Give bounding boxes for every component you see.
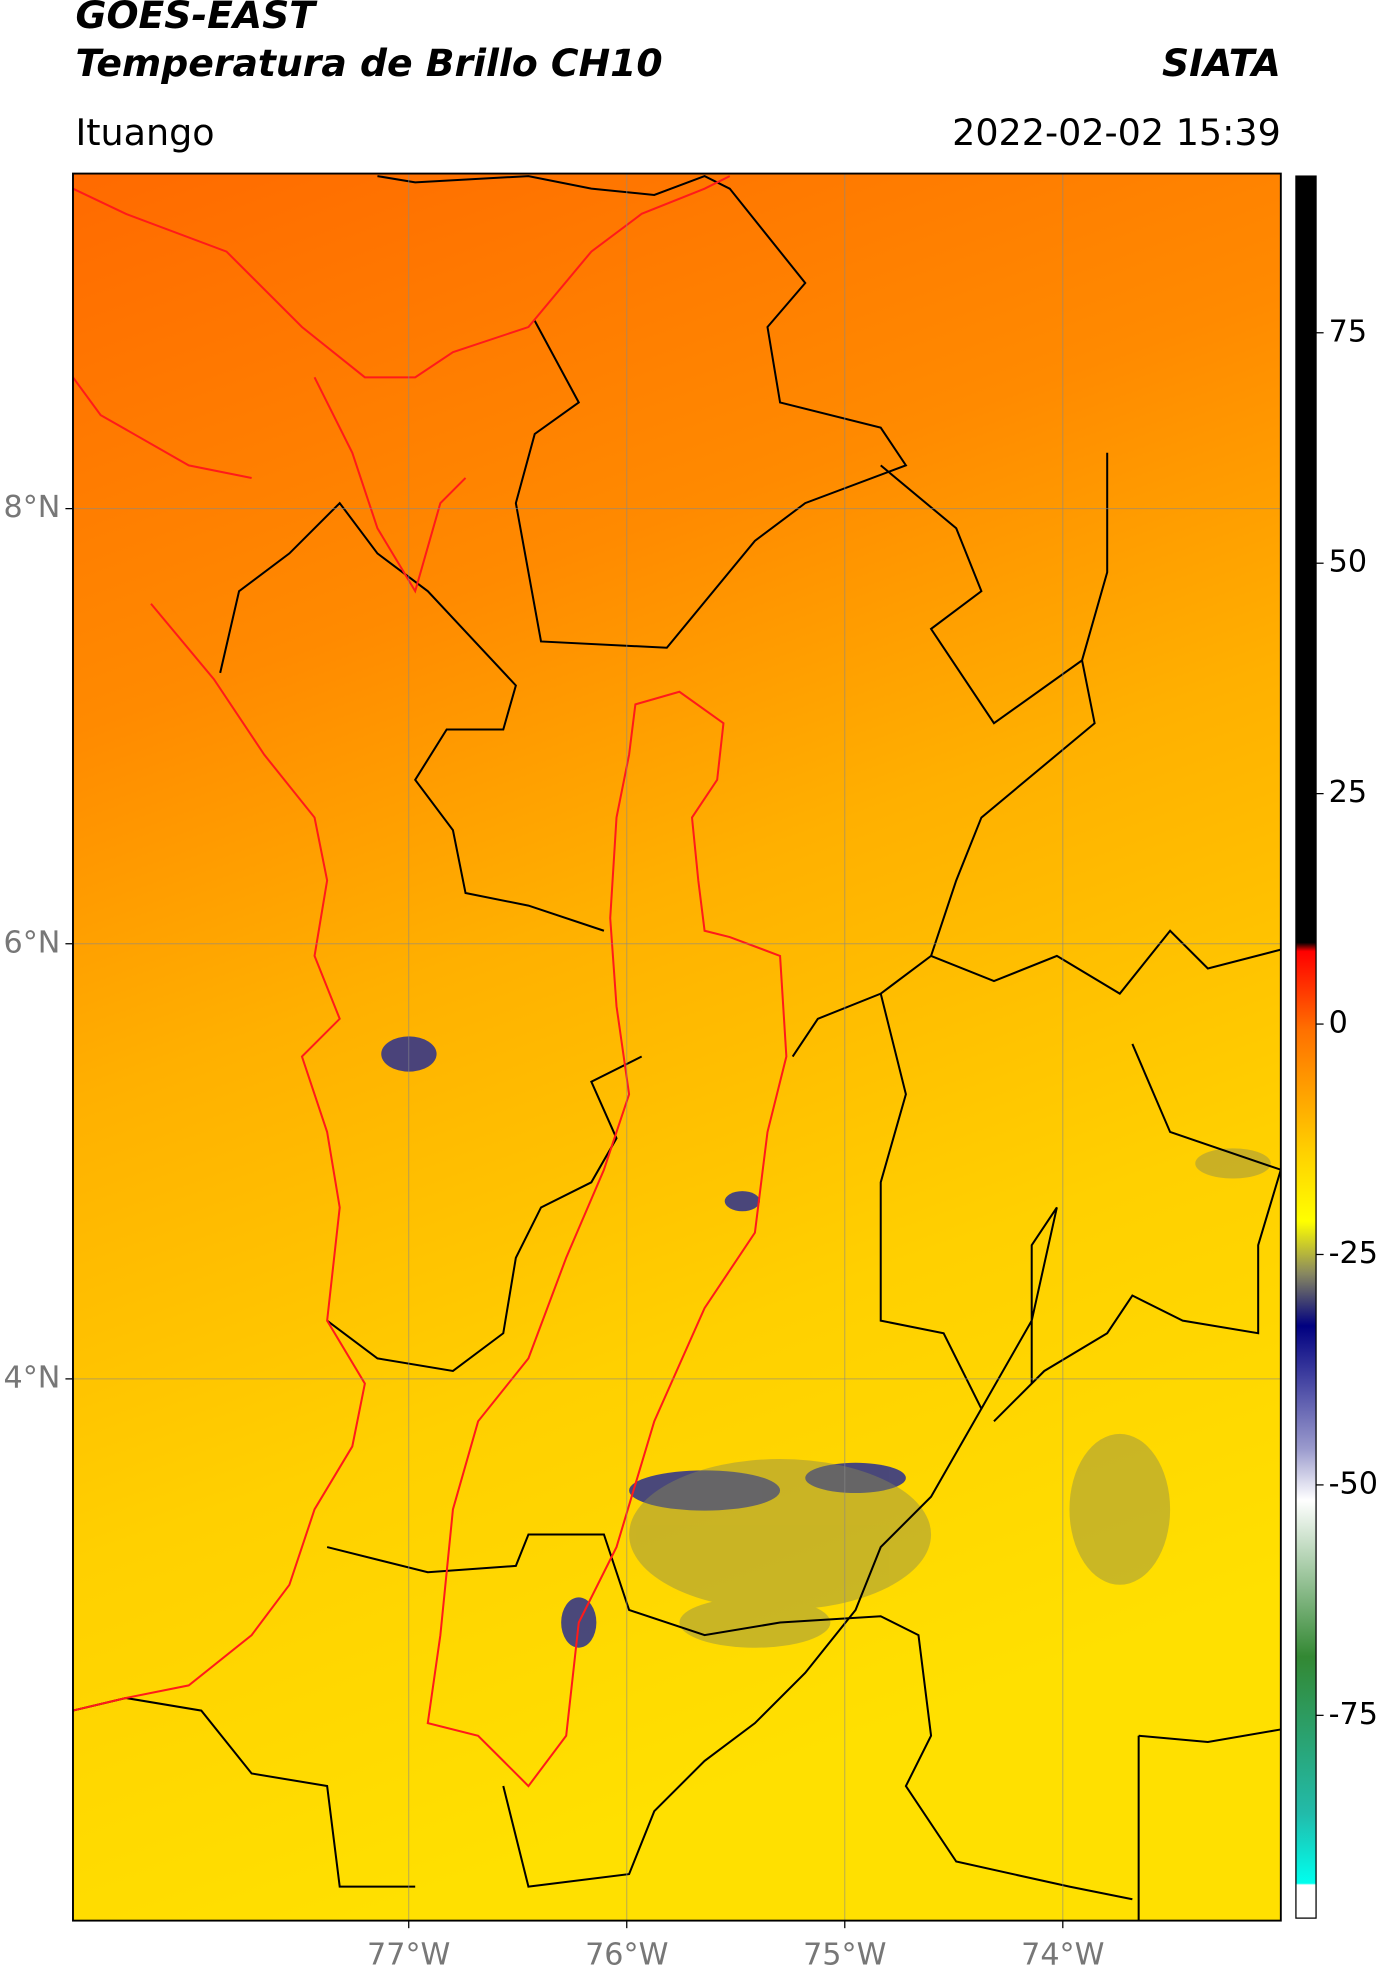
map-layer	[72, 173, 1281, 1921]
location: Ituango	[75, 111, 214, 154]
organization: SIATA	[1162, 41, 1281, 85]
colorbar-tick-label: 0	[1329, 1006, 1348, 1041]
product-title: Temperatura de Brillo CH10	[75, 41, 662, 85]
brightness-field	[72, 173, 1281, 1921]
satellite-title: GOES-EAST	[75, 0, 318, 37]
lon-label: 77°W	[367, 1937, 450, 1972]
colorbar-tick-label: 25	[1329, 775, 1367, 810]
cold-clouds	[381, 1036, 906, 1648]
colorbar-tick-label: -50	[1329, 1466, 1378, 1501]
lon-label: 75°W	[803, 1937, 886, 1972]
lat-label: 4°N	[3, 1360, 60, 1395]
colorbar-tick-label: -75	[1329, 1697, 1378, 1732]
colorbar-tick-label: 75	[1329, 314, 1367, 349]
lon-label: 76°W	[585, 1937, 668, 1972]
colorbar-tick-label: -25	[1329, 1236, 1378, 1271]
graticule	[72, 173, 1281, 1921]
cloud-haze	[629, 1148, 1271, 1648]
lat-label: 8°N	[3, 490, 60, 525]
colorbar	[1295, 175, 1317, 1919]
datetime: 2022-02-02 15:39	[952, 111, 1281, 154]
coastline-and-basin	[72, 175, 788, 1788]
colorbar-tick-label: 50	[1329, 545, 1367, 580]
boundaries	[72, 174, 1281, 1921]
lat-label: 6°N	[3, 925, 60, 960]
lon-label: 74°W	[1021, 1937, 1104, 1972]
map-frame	[72, 172, 1282, 1922]
